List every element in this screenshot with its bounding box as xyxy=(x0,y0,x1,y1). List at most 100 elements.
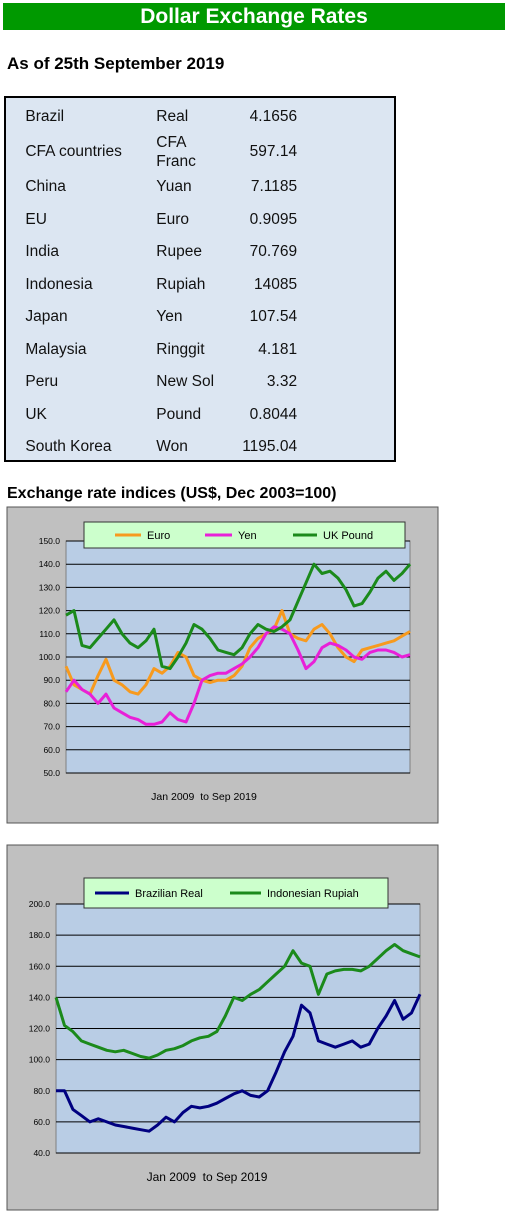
spacer xyxy=(297,100,394,133)
series-line xyxy=(56,993,422,1133)
rate: 107.54 xyxy=(249,308,298,326)
rates-table: Brazil Real 4.1656 CFA countries CFA Franc 59… xyxy=(6,100,394,463)
spacer xyxy=(6,333,25,366)
rate: 4.181 xyxy=(258,340,298,358)
spacer xyxy=(297,366,394,399)
spacer xyxy=(297,133,394,171)
country: CFA countries xyxy=(25,143,122,160)
x-axis-label: Jan 2009 to Sep 2019 xyxy=(151,791,257,803)
table-row: China Yuan 7.1185 xyxy=(6,171,394,204)
spacer xyxy=(6,236,25,269)
legend-label: UK Pound xyxy=(323,530,373,542)
rate: 3.32 xyxy=(266,373,298,391)
spacer xyxy=(6,171,25,204)
country: Japan xyxy=(25,308,68,326)
y-tick-label: 110.0 xyxy=(39,629,60,639)
y-tick-label: 120.0 xyxy=(29,1024,51,1034)
rates-table-box: Brazil Real 4.1656 CFA countries CFA Franc 59… xyxy=(4,96,396,462)
rate: 597.14 xyxy=(249,143,298,160)
y-tick-label: 80.0 xyxy=(33,1086,50,1096)
y-tick-label: 130.0 xyxy=(39,582,61,592)
country: Brazil xyxy=(25,107,65,125)
x-axis-label: Jan 2009 to Sep 2019 xyxy=(147,1170,268,1184)
y-tick-label: 60.0 xyxy=(43,745,60,755)
spacer xyxy=(6,100,25,133)
country: UK xyxy=(25,405,47,423)
series-line xyxy=(64,625,411,726)
currency: Rupee xyxy=(156,243,202,261)
country: Indonesia xyxy=(25,275,93,293)
y-tick-label: 40.0 xyxy=(33,1148,50,1158)
spacer xyxy=(297,236,394,269)
legend-label: Indonesian Rupiah xyxy=(267,888,359,900)
rate: 0.9095 xyxy=(249,210,298,228)
table-row: Malaysia Ringgit 4.181 xyxy=(6,333,394,366)
currency: Euro xyxy=(156,210,190,228)
y-tick-label: 80.0 xyxy=(43,698,60,708)
date-line: As of 25th September 2019 xyxy=(7,54,225,73)
table-row: South Korea Won 1195.04 xyxy=(6,431,394,464)
y-tick-label: 120.0 xyxy=(39,606,61,616)
rate: 0.8044 xyxy=(249,405,298,423)
legend-label: Yen xyxy=(238,530,257,542)
table-row: India Rupee 70.769 xyxy=(6,236,394,269)
chart: 40.0 60.0 80.0 100.0 120.0 140.0 160.0 180.0 200… xyxy=(6,844,439,1211)
currency: CFA Franc xyxy=(156,133,196,170)
table-row: Brazil Real 4.1656 xyxy=(6,100,394,133)
country: India xyxy=(25,243,59,261)
spacer xyxy=(6,268,25,301)
series-line xyxy=(64,609,411,696)
section-title: Exchange rate indices (US$, Dec 2003=100… xyxy=(7,485,337,502)
y-tick-label: 180.0 xyxy=(29,930,51,940)
series-line xyxy=(54,943,421,1060)
series-line xyxy=(65,562,412,671)
y-tick-label: 160.0 xyxy=(29,961,51,971)
currency: Won xyxy=(156,438,188,456)
spacer xyxy=(297,301,394,334)
spacer xyxy=(6,366,25,399)
y-tick-label: 100.0 xyxy=(29,1055,51,1065)
spacer xyxy=(6,203,25,236)
spacer xyxy=(297,333,394,366)
y-tick-label: 140.0 xyxy=(29,992,51,1002)
spacer xyxy=(297,268,394,301)
rate: 14085 xyxy=(253,275,298,293)
rate: 70.769 xyxy=(249,243,298,261)
table-row: UK Pound 0.8044 xyxy=(6,398,394,431)
currency: New Sol xyxy=(156,373,215,391)
chart: 50.0 60.0 70.0 80.0 90.0 100.0 110.0 120.0 130.0… xyxy=(6,506,439,824)
table-row: Indonesia Rupiah 14085 xyxy=(6,268,394,301)
country: Malaysia xyxy=(25,340,87,358)
spacer xyxy=(297,203,394,236)
table-row: EU Euro 0.9095 xyxy=(6,203,394,236)
y-tick-label: 70.0 xyxy=(43,722,60,732)
legend-label: Brazilian Real xyxy=(135,888,203,900)
country: South Korea xyxy=(25,438,112,456)
currency: Ringgit xyxy=(156,340,205,358)
legend-label: Euro xyxy=(147,530,170,542)
currency: Rupiah xyxy=(156,275,206,293)
table-row: CFA countries CFA Franc 597.14 xyxy=(6,133,394,171)
y-tick-label: 150.0 xyxy=(39,536,61,546)
country: China xyxy=(25,178,66,196)
table-row: Peru New Sol 3.32 xyxy=(6,366,394,399)
spacer xyxy=(297,431,394,464)
country: EU xyxy=(25,210,47,228)
rate: 1195.04 xyxy=(242,438,298,456)
spacer xyxy=(6,398,25,431)
country: Peru xyxy=(25,373,59,391)
page-title: Dollar Exchange Rates xyxy=(3,3,505,30)
currency: Yen xyxy=(156,308,183,326)
y-tick-label: 60.0 xyxy=(33,1117,50,1127)
spacer xyxy=(6,301,25,334)
spacer xyxy=(6,133,25,171)
spacer xyxy=(6,431,25,464)
currency: Real xyxy=(156,107,189,125)
y-tick-label: 90.0 xyxy=(43,675,60,685)
currency: Pound xyxy=(156,405,202,423)
table-row: Japan Yen 107.54 xyxy=(6,301,394,334)
y-tick-label: 200.0 xyxy=(29,899,51,909)
y-tick-label: 140.0 xyxy=(39,559,61,569)
y-tick-label: 100.0 xyxy=(39,652,61,662)
